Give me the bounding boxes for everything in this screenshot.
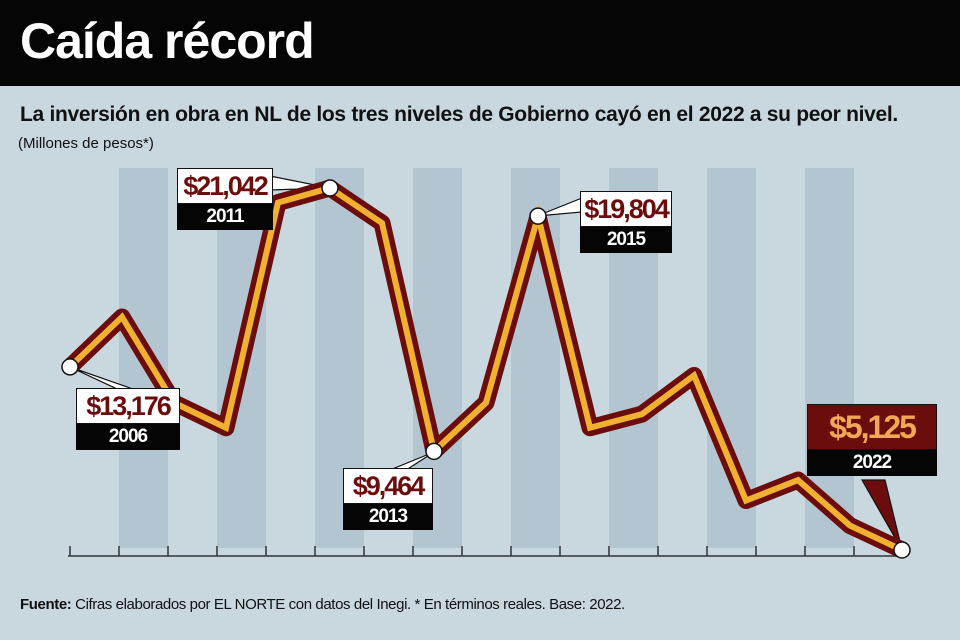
callout-year: 2022 <box>807 450 937 476</box>
callout-value: $5,125 <box>807 404 937 450</box>
units-label: (Millones de pesos*) <box>18 135 154 152</box>
callout-value: $9,464 <box>343 468 433 504</box>
chart-title: Caída récord <box>20 13 315 69</box>
data-point-2015 <box>529 207 547 225</box>
source-text: Cifras elaborados por EL NORTE con datos… <box>71 596 625 613</box>
data-point-2022 <box>893 541 911 559</box>
series-line-outline <box>61 179 911 559</box>
data-point-2011 <box>321 179 339 197</box>
source-note: Fuente: Cifras elaborados por EL NORTE c… <box>20 596 625 613</box>
callout-2006: $13,176 2006 <box>76 388 180 450</box>
callout-value: $19,804 <box>580 191 672 227</box>
callout-year: 2015 <box>580 227 672 253</box>
data-point-2013 <box>425 442 443 461</box>
callout-2013: $9,464 2013 <box>343 468 433 530</box>
source-label: Fuente: <box>20 596 72 613</box>
callout-pointer-2022 <box>860 479 903 551</box>
callout-year: 2006 <box>76 424 180 450</box>
callout-2022: $5,125 2022 <box>807 404 937 476</box>
series-line <box>67 184 905 553</box>
callout-value: $21,042 <box>177 168 273 204</box>
callout-2015: $19,804 2015 <box>580 191 672 253</box>
callout-2011: $21,042 2011 <box>177 168 273 230</box>
callout-value: $13,176 <box>76 388 180 424</box>
callout-year: 2011 <box>177 204 273 230</box>
chart-subtitle: La inversión en obra en NL de los tres n… <box>20 103 898 126</box>
title-bar: Caída récord <box>0 0 960 86</box>
callout-year: 2013 <box>343 504 433 530</box>
data-point-2006 <box>61 358 79 376</box>
